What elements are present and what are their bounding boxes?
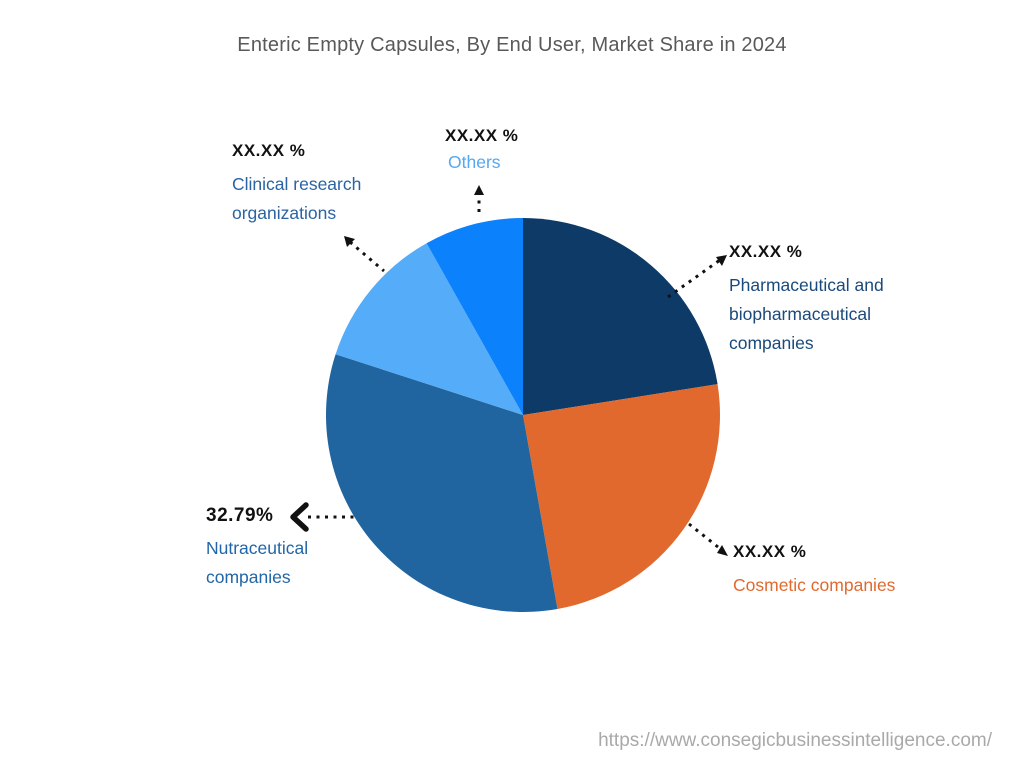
callout-others-value: XX.XX %	[445, 126, 519, 145]
arrowhead-cosmetic-icon	[717, 545, 728, 556]
pie-slice-1	[523, 384, 720, 609]
callout-others-label: Others	[448, 152, 501, 172]
source-url: https://www.consegicbusinessintelligence…	[598, 730, 992, 751]
leader-line-pharma	[667, 258, 721, 299]
pie-slice-0	[523, 218, 718, 415]
callout-clinical-label: Clinical research organizations	[232, 174, 362, 223]
callout-nutraceutical-value: 32.79%	[206, 505, 274, 526]
arrowhead-others-icon	[474, 185, 484, 195]
callout-cosmetic: XX.XX % Cosmetic companies	[733, 542, 953, 600]
callout-pharma: XX.XX % Pharmaceutical and biopharmaceut…	[729, 242, 924, 358]
callout-cosmetic-value: XX.XX %	[733, 542, 807, 561]
leader-line-clinical	[349, 240, 385, 273]
arrowhead-pharma-icon	[716, 255, 727, 266]
callout-nutraceutical-label: Nutraceutical companies	[206, 538, 309, 587]
pie-slices-group	[325, 218, 720, 613]
callout-cosmetic-label: Cosmetic companies	[733, 575, 896, 595]
callout-clinical-value: XX.XX %	[232, 141, 306, 160]
callout-others: XX.XX % Others	[445, 126, 565, 177]
chart-title: Enteric Empty Capsules, By End User, Mar…	[237, 34, 787, 56]
callout-clinical: XX.XX % Clinical research organizations	[232, 141, 402, 228]
pie-slice-2	[325, 354, 558, 613]
pie-slice-3	[335, 243, 523, 415]
leader-line-cosmetic	[688, 522, 724, 553]
callout-pharma-label: Pharmaceutical and biopharmaceutical com…	[729, 275, 884, 353]
pie-slice-4	[426, 218, 523, 415]
callout-pharma-value: XX.XX %	[729, 242, 803, 261]
arrowhead-clinical-icon	[344, 236, 355, 247]
arrowhead-nutraceutical-icon	[290, 502, 309, 532]
callout-nutraceutical: 32.79% Nutraceutical companies	[206, 505, 351, 592]
